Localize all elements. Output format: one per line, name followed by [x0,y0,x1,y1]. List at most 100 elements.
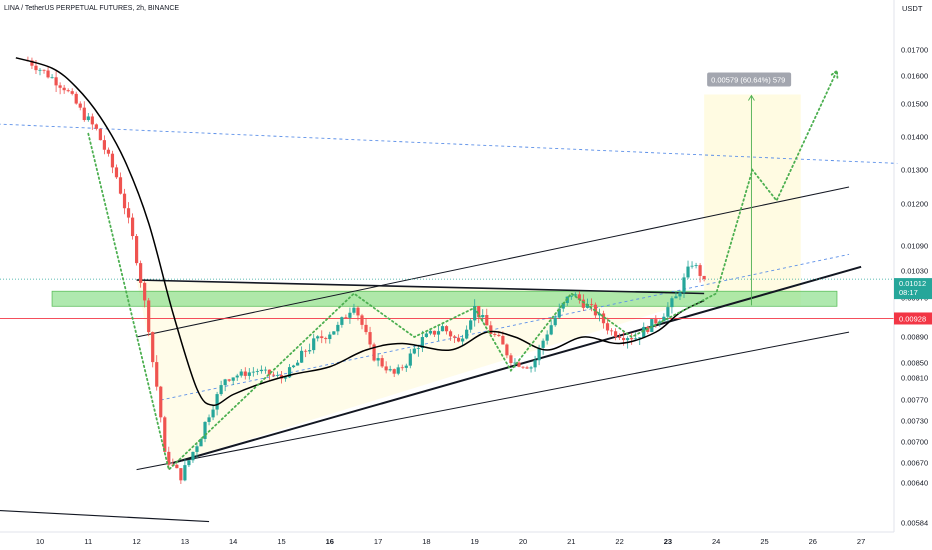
time-tick-label: 16 [326,537,334,546]
candle [344,314,348,319]
candle [155,355,159,391]
candle-body [271,374,276,376]
time-tick-label: 20 [519,537,527,546]
candle-body [86,116,90,121]
candle [630,332,634,345]
candle-body [553,317,557,326]
candle [62,84,66,94]
candle-body [545,334,549,341]
candle-body [392,369,396,374]
candle-body [42,69,46,71]
price-tick-label: 0.00670 [901,459,928,468]
candle-body [195,446,199,452]
candle-body [90,116,94,125]
candle [219,380,223,396]
candle [412,345,416,355]
candle-body [122,193,127,209]
candle [396,364,400,376]
candle-body [557,308,561,318]
candle-body [424,333,428,338]
candle [58,82,62,95]
candle [601,310,606,329]
candle-body [155,362,159,387]
overlay-layer: 0.00579 (60.64%) 579 [15,57,839,472]
candle [175,463,179,469]
candle-body [489,325,493,334]
candle-body [400,367,404,369]
candle-body [444,326,449,332]
candle-body [58,85,62,88]
price-tick-label: 0.01600 [901,72,928,81]
candle [223,378,227,392]
candle-body [54,77,58,86]
triangle-bottom-line [172,265,862,464]
candle-body [609,330,614,332]
bottom-line [0,509,210,523]
candle-body [199,438,203,447]
candle [694,262,698,269]
candle [525,365,529,370]
candle-body [650,319,654,332]
candle [122,188,127,215]
price-tick-label: 0.00810 [901,374,928,383]
candle-body [622,337,626,341]
candle-body [666,307,670,317]
candle [42,69,46,74]
candle-body [291,365,296,368]
candle-body [300,350,304,363]
current-price-value: 0.01012 [899,279,926,288]
candle-body [296,362,300,366]
candle-body [70,91,74,94]
time-tick-label: 24 [712,537,720,546]
candle-body [537,347,541,361]
candle [404,363,408,372]
candle-body [30,60,34,66]
candle-body [159,386,163,418]
candle [130,213,135,240]
candle [400,364,404,371]
measure-arrowhead [748,94,755,101]
price-tick-label: 0.00640 [901,479,928,488]
candle-body [618,336,622,338]
candle [698,263,702,283]
candle [70,88,74,96]
candle [195,444,199,458]
candle-body [682,277,686,293]
candle [207,414,211,426]
candle-body [561,302,565,309]
candle-body [694,265,698,266]
candle [545,330,549,345]
candle-body [263,369,267,371]
candle [247,368,251,380]
candle-body [702,275,706,280]
candle-body [517,362,521,367]
time-tick-label: 26 [809,537,817,546]
candle-body [432,330,437,335]
candle-body [525,367,529,369]
candle-body [601,313,606,324]
candle-body [74,93,78,104]
candle-body [215,394,219,410]
candle-body [211,409,215,418]
level-value: 0.00928 [899,314,926,323]
candle-body [203,421,207,439]
candle-body [686,266,690,278]
candle-body [452,336,457,338]
candle [336,321,340,336]
candle-body [626,338,630,341]
candle [444,325,449,335]
candle-body [316,336,320,339]
candle [106,147,111,157]
candle [416,344,420,357]
time-tick-label: 15 [277,537,285,546]
candle-body [243,371,247,376]
candle-body [110,153,115,168]
candle [300,346,304,363]
candle [151,331,155,368]
candle-body [304,350,308,352]
current-price-badge [894,278,932,300]
candle [368,326,372,349]
